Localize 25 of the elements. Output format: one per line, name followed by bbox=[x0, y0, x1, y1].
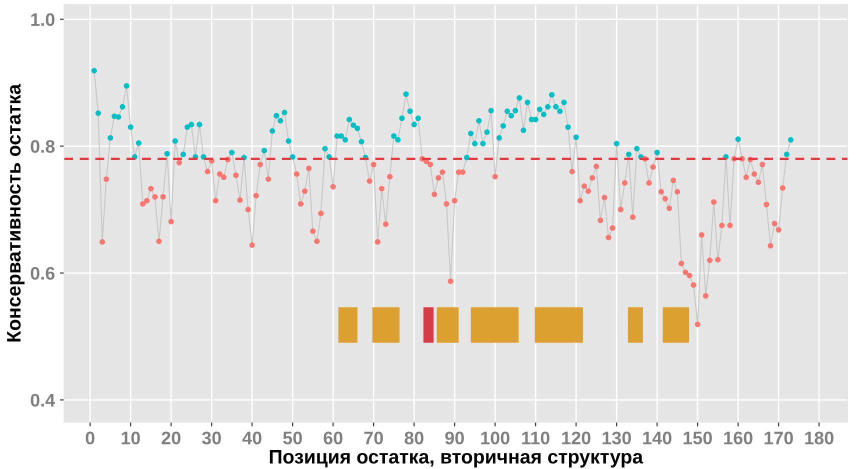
x-tick-label: 90 bbox=[445, 432, 464, 444]
x-tick-label: 60 bbox=[324, 432, 342, 444]
x-tick-label: 50 bbox=[283, 432, 302, 444]
y-axis-title: Консервативность остатка bbox=[7, 84, 25, 342]
x-tick-label: 80 bbox=[404, 432, 424, 444]
x-tick-label: 20 bbox=[162, 432, 180, 444]
x-tick-label: 10 bbox=[122, 432, 140, 444]
x-tick-label: 170 bbox=[764, 432, 793, 444]
x-tick-label: 140 bbox=[643, 432, 672, 444]
x-tick-label: 120 bbox=[562, 432, 590, 444]
x-axis-title: Позиция остатка, вторичная структура bbox=[270, 450, 644, 468]
y-tick-label: 1.0 bbox=[31, 13, 54, 26]
x-tick-label: 180 bbox=[805, 432, 834, 444]
x-tick-label: 0 bbox=[86, 432, 94, 444]
x-tick-label: 150 bbox=[684, 432, 712, 444]
y-tick-label: 0.8 bbox=[30, 140, 55, 153]
x-tick-label: 40 bbox=[242, 432, 262, 444]
x-tick-label: 70 bbox=[364, 432, 383, 444]
y-tick-label: 0.4 bbox=[30, 394, 56, 407]
y-tick-label: 0.6 bbox=[30, 266, 55, 280]
x-tick-label: 110 bbox=[522, 432, 550, 444]
x-tick-label: 100 bbox=[481, 432, 510, 444]
x-tick-label: 30 bbox=[202, 432, 221, 444]
x-tick-label: 130 bbox=[602, 432, 631, 444]
x-tick-label: 160 bbox=[724, 432, 752, 444]
